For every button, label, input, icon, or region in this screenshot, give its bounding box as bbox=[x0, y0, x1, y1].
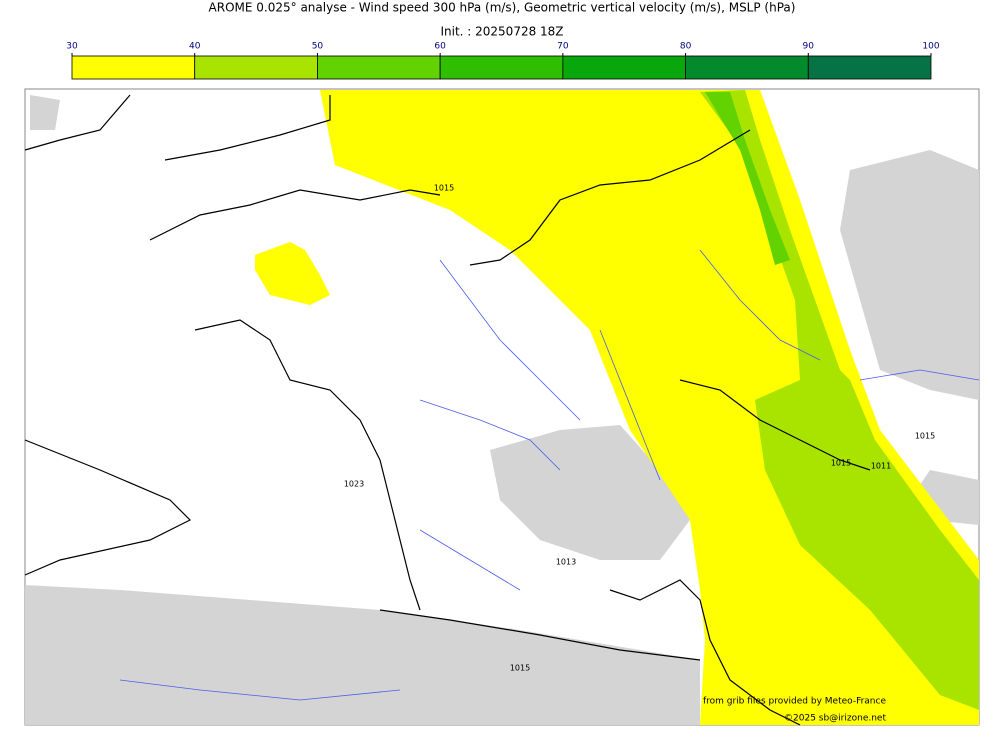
colorbar-tick-label: 50 bbox=[312, 42, 324, 52]
coastlines bbox=[24, 94, 871, 726]
colorbar-tick-label: 90 bbox=[803, 42, 815, 52]
colorbar-tick-label: 30 bbox=[66, 42, 78, 52]
credit: ©2025 sb@irizone.net bbox=[784, 714, 886, 724]
colorbar-tick-label: 60 bbox=[434, 42, 446, 52]
title: AROME 0.025° analyse - Wind speed 300 hP… bbox=[209, 1, 796, 15]
subtitle: Init. : 20250728 18Z bbox=[440, 25, 563, 39]
vertical-velocity-areas bbox=[25, 95, 979, 725]
isobar-label: 1023 bbox=[344, 480, 364, 489]
colorbar: 30 40 50 60 70 80 90 100 bbox=[66, 42, 940, 80]
colorbar-segment bbox=[562, 55, 686, 80]
colorbar-segment bbox=[807, 55, 932, 80]
colorbar-segment bbox=[317, 55, 441, 80]
colorbar-tick-label: 80 bbox=[680, 42, 692, 52]
colorbar-segment bbox=[439, 55, 564, 80]
isobar-label: 1015 bbox=[831, 459, 851, 468]
isobar-label: 1015 bbox=[434, 184, 454, 193]
colorbar-segment bbox=[685, 55, 809, 80]
colorbar-tick-label: 70 bbox=[557, 42, 569, 52]
wind-40-50-area bbox=[700, 90, 979, 710]
credit: from grib files provided by Meteo-France bbox=[703, 697, 886, 707]
wind-50-60-area bbox=[705, 92, 790, 265]
map: 1015 1023 1013 1015 1015 1011 1015 from … bbox=[24, 88, 980, 726]
isobar-label: 1011 bbox=[871, 462, 891, 471]
colorbar-tick-label: 100 bbox=[922, 42, 939, 52]
isobar-label: 1015 bbox=[915, 432, 935, 441]
colorbar-segment bbox=[71, 55, 196, 80]
wind-30-40-area bbox=[320, 90, 979, 725]
rivers bbox=[119, 249, 980, 701]
colorbar-tick-label: 40 bbox=[189, 42, 201, 52]
isobar-label: 1015 bbox=[510, 664, 530, 673]
isobar-label: 1013 bbox=[556, 558, 576, 567]
wind-30-40-area bbox=[255, 242, 330, 305]
colorbar-segment bbox=[194, 55, 318, 80]
